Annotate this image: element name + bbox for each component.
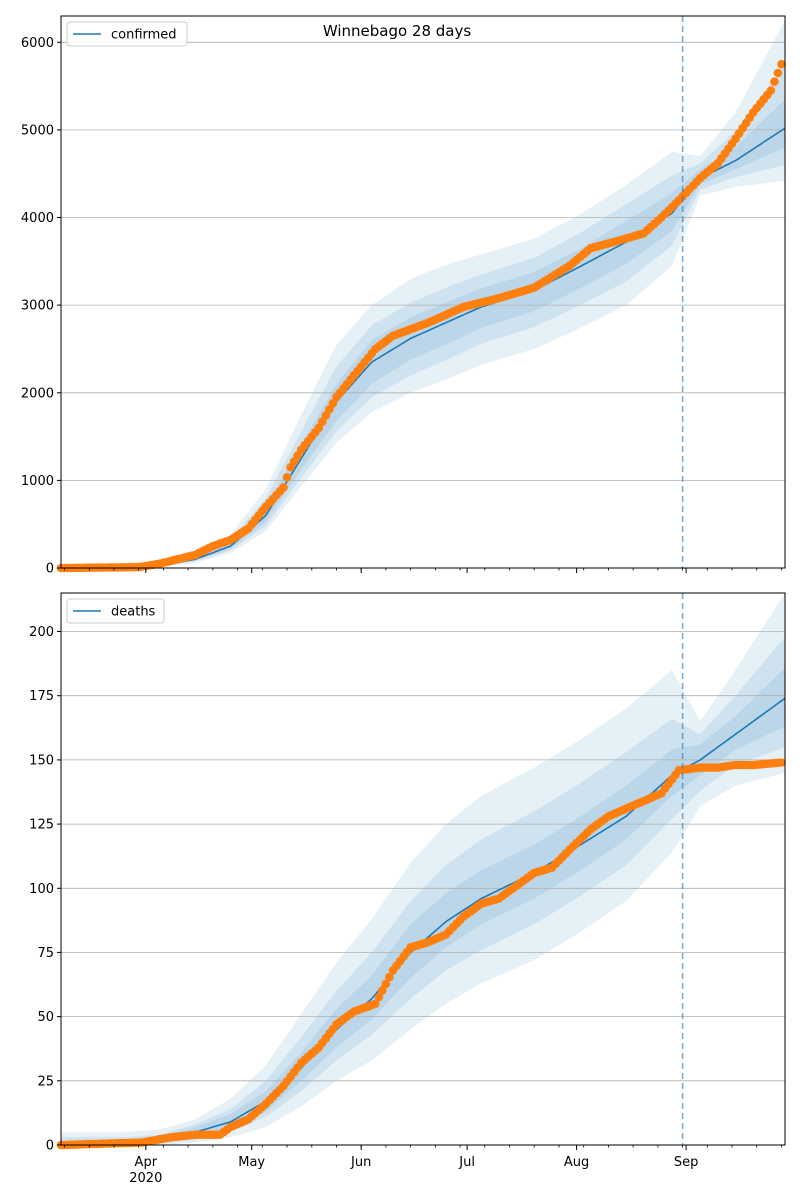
y-tick-label: 100 (29, 882, 54, 897)
observed-point (770, 77, 779, 86)
uncertainty-band (61, 20, 785, 568)
deaths-x-ticks (64, 1145, 782, 1150)
uncertainty-band (61, 64, 785, 568)
y-tick-label: 125 (29, 818, 54, 833)
observed-point (773, 68, 783, 78)
confirmed-y-ticks: 0 1000 2000 3000 4000 5000 6000 (21, 36, 61, 577)
observed-point (777, 758, 786, 767)
y-tick-label: 150 (29, 753, 54, 768)
confirmed-gridlines (61, 41, 785, 569)
deaths-axes-frame (60, 592, 786, 1146)
deaths-y-ticks: 0 25 50 75 100 125 150 175 200 (29, 625, 61, 1154)
uncertainty-band (61, 636, 785, 1145)
y-tick-label: 50 (37, 1010, 54, 1025)
y-tick-label: 0 (46, 1139, 54, 1154)
deaths-legend-box (66, 598, 165, 624)
confirmed-x-ticks (64, 568, 782, 573)
x-tick-label-jun: Jun (350, 1155, 371, 1170)
observed-point (385, 972, 394, 982)
observed-point (282, 473, 292, 482)
deaths-uncertainty-bands (61, 593, 785, 1145)
y-tick-label: 6000 (21, 36, 54, 51)
confirmed-legend-label: confirmed (111, 28, 177, 43)
x-tick-label-jul: Jul (458, 1155, 475, 1170)
observed-point (378, 986, 387, 995)
y-tick-label: 4000 (21, 211, 54, 226)
x-tick-label-sep: Sep (674, 1155, 699, 1170)
observed-point (766, 86, 776, 95)
confirmed-uncertainty-bands (61, 20, 785, 568)
observed-point (279, 483, 288, 492)
y-tick-label: 25 (37, 1074, 54, 1089)
deaths-legend-label: deaths (111, 605, 156, 620)
y-tick-label: 175 (29, 689, 54, 704)
observed-point (777, 59, 786, 69)
observed-point (371, 999, 380, 1009)
y-tick-label: 5000 (21, 123, 54, 138)
observed-point (328, 399, 338, 408)
confirmed-axes-frame (60, 15, 786, 569)
confirmed-legend: confirmed (66, 21, 188, 47)
confirmed-observed-points (56, 59, 786, 573)
x-year-label: 2020 (129, 1171, 162, 1186)
confirmed-legend-box (66, 21, 188, 47)
y-tick-label: 2000 (21, 386, 54, 401)
x-tick-label-aug: Aug (564, 1155, 589, 1170)
x-tick-label-may: May (238, 1155, 265, 1170)
y-tick-label: 75 (37, 946, 54, 961)
uncertainty-band (61, 593, 785, 1145)
observed-point (381, 979, 391, 989)
y-tick-label: 200 (29, 625, 54, 640)
confirmed-panel: 0 1000 2000 3000 4000 5000 6000 confirmed (21, 15, 786, 577)
y-tick-label: 0 (46, 562, 54, 577)
chart-title: Winnebago 28 days (323, 22, 472, 40)
y-tick-label: 1000 (21, 474, 54, 489)
observed-point (318, 417, 327, 427)
deaths-legend: deaths (66, 598, 165, 624)
x-tick-label-apr: Apr (135, 1155, 158, 1170)
observed-point (374, 992, 384, 1002)
y-tick-label: 3000 (21, 299, 54, 314)
